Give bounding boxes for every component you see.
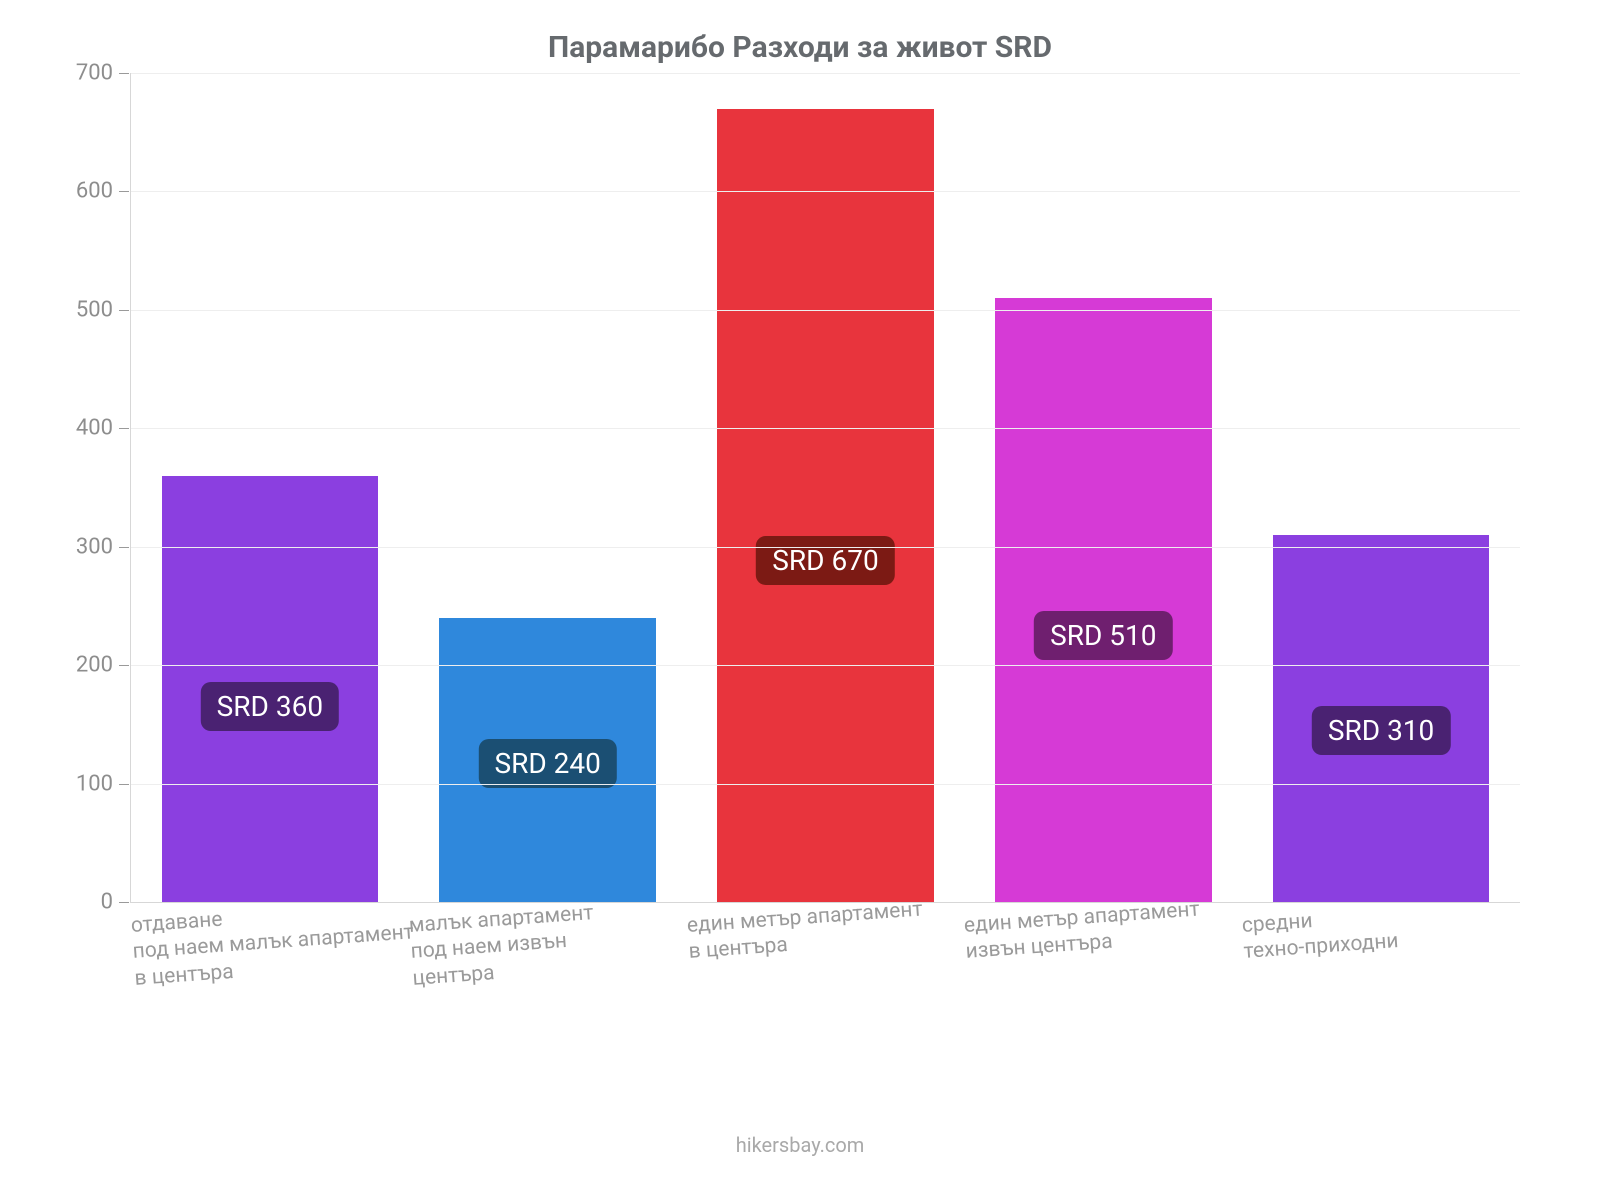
bar: SRD 360	[162, 476, 379, 902]
x-axis-labels: отдаване под наем малък апартамент в цен…	[130, 903, 1520, 1103]
bar-value-badge: SRD 360	[201, 682, 339, 731]
x-axis-label: един метър апартамент извън центъра	[963, 897, 1202, 966]
bar-value-badge: SRD 670	[756, 536, 894, 585]
y-axis-label: 500	[61, 297, 113, 322]
y-axis-label: 700	[61, 61, 113, 86]
y-axis-label: 200	[61, 653, 113, 678]
chart-container: Парамарибо Разходи за живот SRD SRD 360S…	[0, 0, 1600, 1200]
bars-layer: SRD 360 SRD 240 SRD 670 SRD 510 SRD 310	[131, 73, 1520, 902]
bar: SRD 310	[1273, 535, 1490, 902]
y-tick	[119, 665, 129, 666]
y-axis-label: 300	[61, 534, 113, 559]
chart-title: Парамарибо Разходи за живот SRD	[40, 30, 1560, 65]
y-axis-label: 100	[61, 771, 113, 796]
bar: SRD 240	[439, 618, 656, 902]
grid-line	[131, 428, 1520, 429]
plot-area: SRD 360SRD 240SRD 670SRD 510SRD 310 0100…	[130, 73, 1520, 903]
bar-value-badge: SRD 310	[1312, 706, 1450, 755]
y-axis-label: 600	[61, 179, 113, 204]
x-axis-label: малък апартамент под наем извън центъра	[408, 900, 598, 991]
footer-credit: hikersbay.com	[40, 1133, 1560, 1157]
y-tick	[119, 784, 129, 785]
grid-line	[131, 547, 1520, 548]
grid-line	[131, 73, 1520, 74]
y-axis-label: 0	[61, 890, 113, 915]
grid-line	[131, 310, 1520, 311]
y-tick	[119, 902, 129, 903]
y-axis-label: 400	[61, 416, 113, 441]
grid-line	[131, 665, 1520, 666]
bar: SRD 510	[995, 298, 1212, 902]
bar-value-badge: SRD 240	[478, 739, 616, 788]
grid-line	[131, 784, 1520, 785]
bar-value-badge: SRD 510	[1034, 611, 1172, 660]
x-axis-label: отдаване под наем малък апартамент в цен…	[130, 893, 416, 991]
x-axis-label: един метър апартамент в центъра	[686, 897, 925, 966]
y-tick	[119, 191, 129, 192]
y-tick	[119, 547, 129, 548]
x-axis-label: средни техно-приходни	[1241, 902, 1399, 965]
y-tick	[119, 310, 129, 311]
y-tick	[119, 73, 129, 74]
y-tick	[119, 428, 129, 429]
grid-line	[131, 191, 1520, 192]
